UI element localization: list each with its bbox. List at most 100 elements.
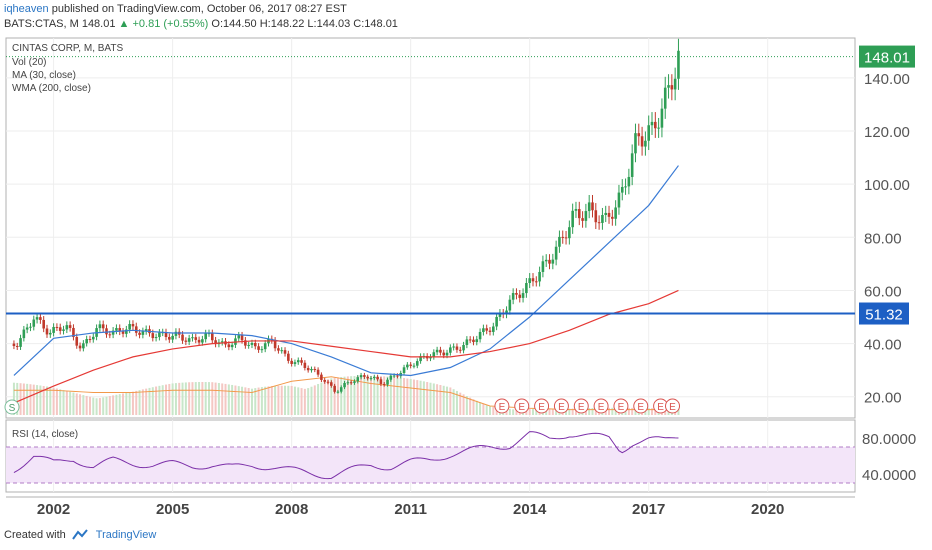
x-tick-label: 2005 bbox=[156, 501, 189, 518]
candle-body bbox=[290, 360, 293, 364]
candle-body bbox=[333, 385, 336, 392]
volume-bar bbox=[174, 383, 177, 415]
candle-body bbox=[343, 382, 346, 388]
candle-body bbox=[138, 332, 141, 335]
x-tick-label: 2002 bbox=[37, 501, 70, 518]
volume-bar bbox=[194, 382, 197, 415]
volume-bar bbox=[399, 377, 402, 415]
candle-body bbox=[415, 361, 419, 366]
earnings-marker-label: E bbox=[657, 402, 664, 413]
candle-body bbox=[306, 367, 310, 371]
candle-body bbox=[82, 343, 85, 349]
volume-bar bbox=[290, 385, 293, 415]
candle-body bbox=[528, 278, 531, 284]
volume-bar bbox=[161, 385, 164, 415]
volume-bar bbox=[42, 386, 45, 415]
candle-body bbox=[214, 340, 217, 345]
volume-bar bbox=[475, 400, 478, 415]
author-link[interactable]: iqheaven bbox=[4, 3, 49, 15]
candle-body bbox=[158, 332, 161, 338]
volume-bar bbox=[65, 390, 68, 415]
volume-bar bbox=[452, 389, 455, 415]
candle-body bbox=[181, 334, 184, 341]
candle-body bbox=[22, 329, 26, 339]
volume-bar bbox=[39, 385, 42, 415]
legend-rsi: RSI (14, close) bbox=[12, 429, 79, 440]
volume-bar bbox=[449, 387, 452, 415]
candle-body bbox=[594, 210, 598, 223]
candle-body bbox=[515, 293, 518, 295]
candle-body bbox=[194, 337, 198, 340]
volume-bar bbox=[479, 402, 482, 415]
earnings-marker-icon bbox=[613, 398, 629, 414]
volume-bar bbox=[535, 408, 538, 415]
candle-body bbox=[518, 294, 522, 298]
volume-bar bbox=[551, 408, 554, 415]
volume-bar bbox=[373, 376, 376, 415]
volume-bar bbox=[393, 376, 396, 415]
earnings-marker-label: E bbox=[578, 402, 585, 413]
candle-body bbox=[339, 387, 343, 392]
candle-body bbox=[353, 381, 356, 383]
volume-bar bbox=[611, 407, 614, 415]
candle-body bbox=[525, 283, 528, 294]
volume-bar bbox=[369, 376, 372, 415]
candle-body bbox=[485, 328, 489, 331]
candle-body bbox=[637, 133, 641, 137]
candle-body bbox=[25, 327, 29, 330]
candle-body bbox=[396, 375, 399, 377]
volume-bar bbox=[45, 386, 48, 415]
volume-bar bbox=[379, 376, 382, 415]
earnings-marker-label: E bbox=[669, 402, 676, 413]
volume-bar bbox=[75, 393, 78, 415]
volume-bar bbox=[237, 386, 240, 415]
volume-bar bbox=[277, 385, 280, 415]
candle-body bbox=[191, 337, 194, 339]
volume-bar bbox=[241, 386, 244, 415]
earnings-marker-label: E bbox=[618, 402, 625, 413]
candle-body bbox=[581, 218, 584, 221]
volume-bar bbox=[422, 381, 425, 415]
volume-bar bbox=[16, 382, 19, 415]
candle-body bbox=[531, 278, 535, 282]
volume-bar bbox=[204, 382, 207, 415]
volume-bar bbox=[455, 390, 458, 415]
volume-bar bbox=[472, 399, 475, 415]
tradingview-link[interactable]: TradingView bbox=[95, 529, 157, 541]
volume-bar bbox=[250, 388, 253, 415]
volume-bar bbox=[591, 408, 594, 415]
volume-bar bbox=[465, 396, 468, 415]
candle-body bbox=[168, 337, 171, 340]
candle-body bbox=[630, 153, 634, 177]
last-price-tag-label: 148.01 bbox=[864, 50, 910, 67]
chart-title: CINTAS CORP, M, BATS bbox=[12, 43, 124, 54]
split-marker-icon bbox=[4, 399, 20, 415]
volume-bar bbox=[677, 409, 680, 415]
symbol-line: BATS:CTAS, M 148.01 ▲ +0.81 (+0.55%) O:1… bbox=[4, 17, 398, 31]
volume-bar bbox=[85, 395, 88, 415]
volume-bar bbox=[350, 376, 353, 415]
volume-bar bbox=[320, 382, 323, 415]
publish-line: iqheaven published on TradingView.com, O… bbox=[4, 2, 347, 16]
candle-body bbox=[310, 368, 313, 371]
volume-bar bbox=[141, 389, 144, 415]
candle-body bbox=[118, 328, 122, 332]
candle-body bbox=[108, 334, 112, 336]
earnings-marker-icon bbox=[494, 398, 510, 414]
candle-body bbox=[564, 237, 568, 239]
candle-body bbox=[45, 328, 49, 335]
volume-bar bbox=[26, 383, 29, 415]
candle-body bbox=[455, 346, 459, 350]
rsi-band bbox=[6, 447, 855, 483]
candle-body bbox=[558, 236, 561, 247]
candle-body bbox=[591, 202, 594, 211]
volume-bar bbox=[224, 383, 227, 415]
candle-body bbox=[611, 216, 614, 219]
candle-body bbox=[640, 136, 644, 147]
candle-body bbox=[144, 329, 148, 332]
volume-bar bbox=[274, 385, 277, 415]
earnings-marker-label: E bbox=[637, 402, 644, 413]
candle-body bbox=[32, 319, 36, 327]
candle-body bbox=[39, 317, 42, 320]
